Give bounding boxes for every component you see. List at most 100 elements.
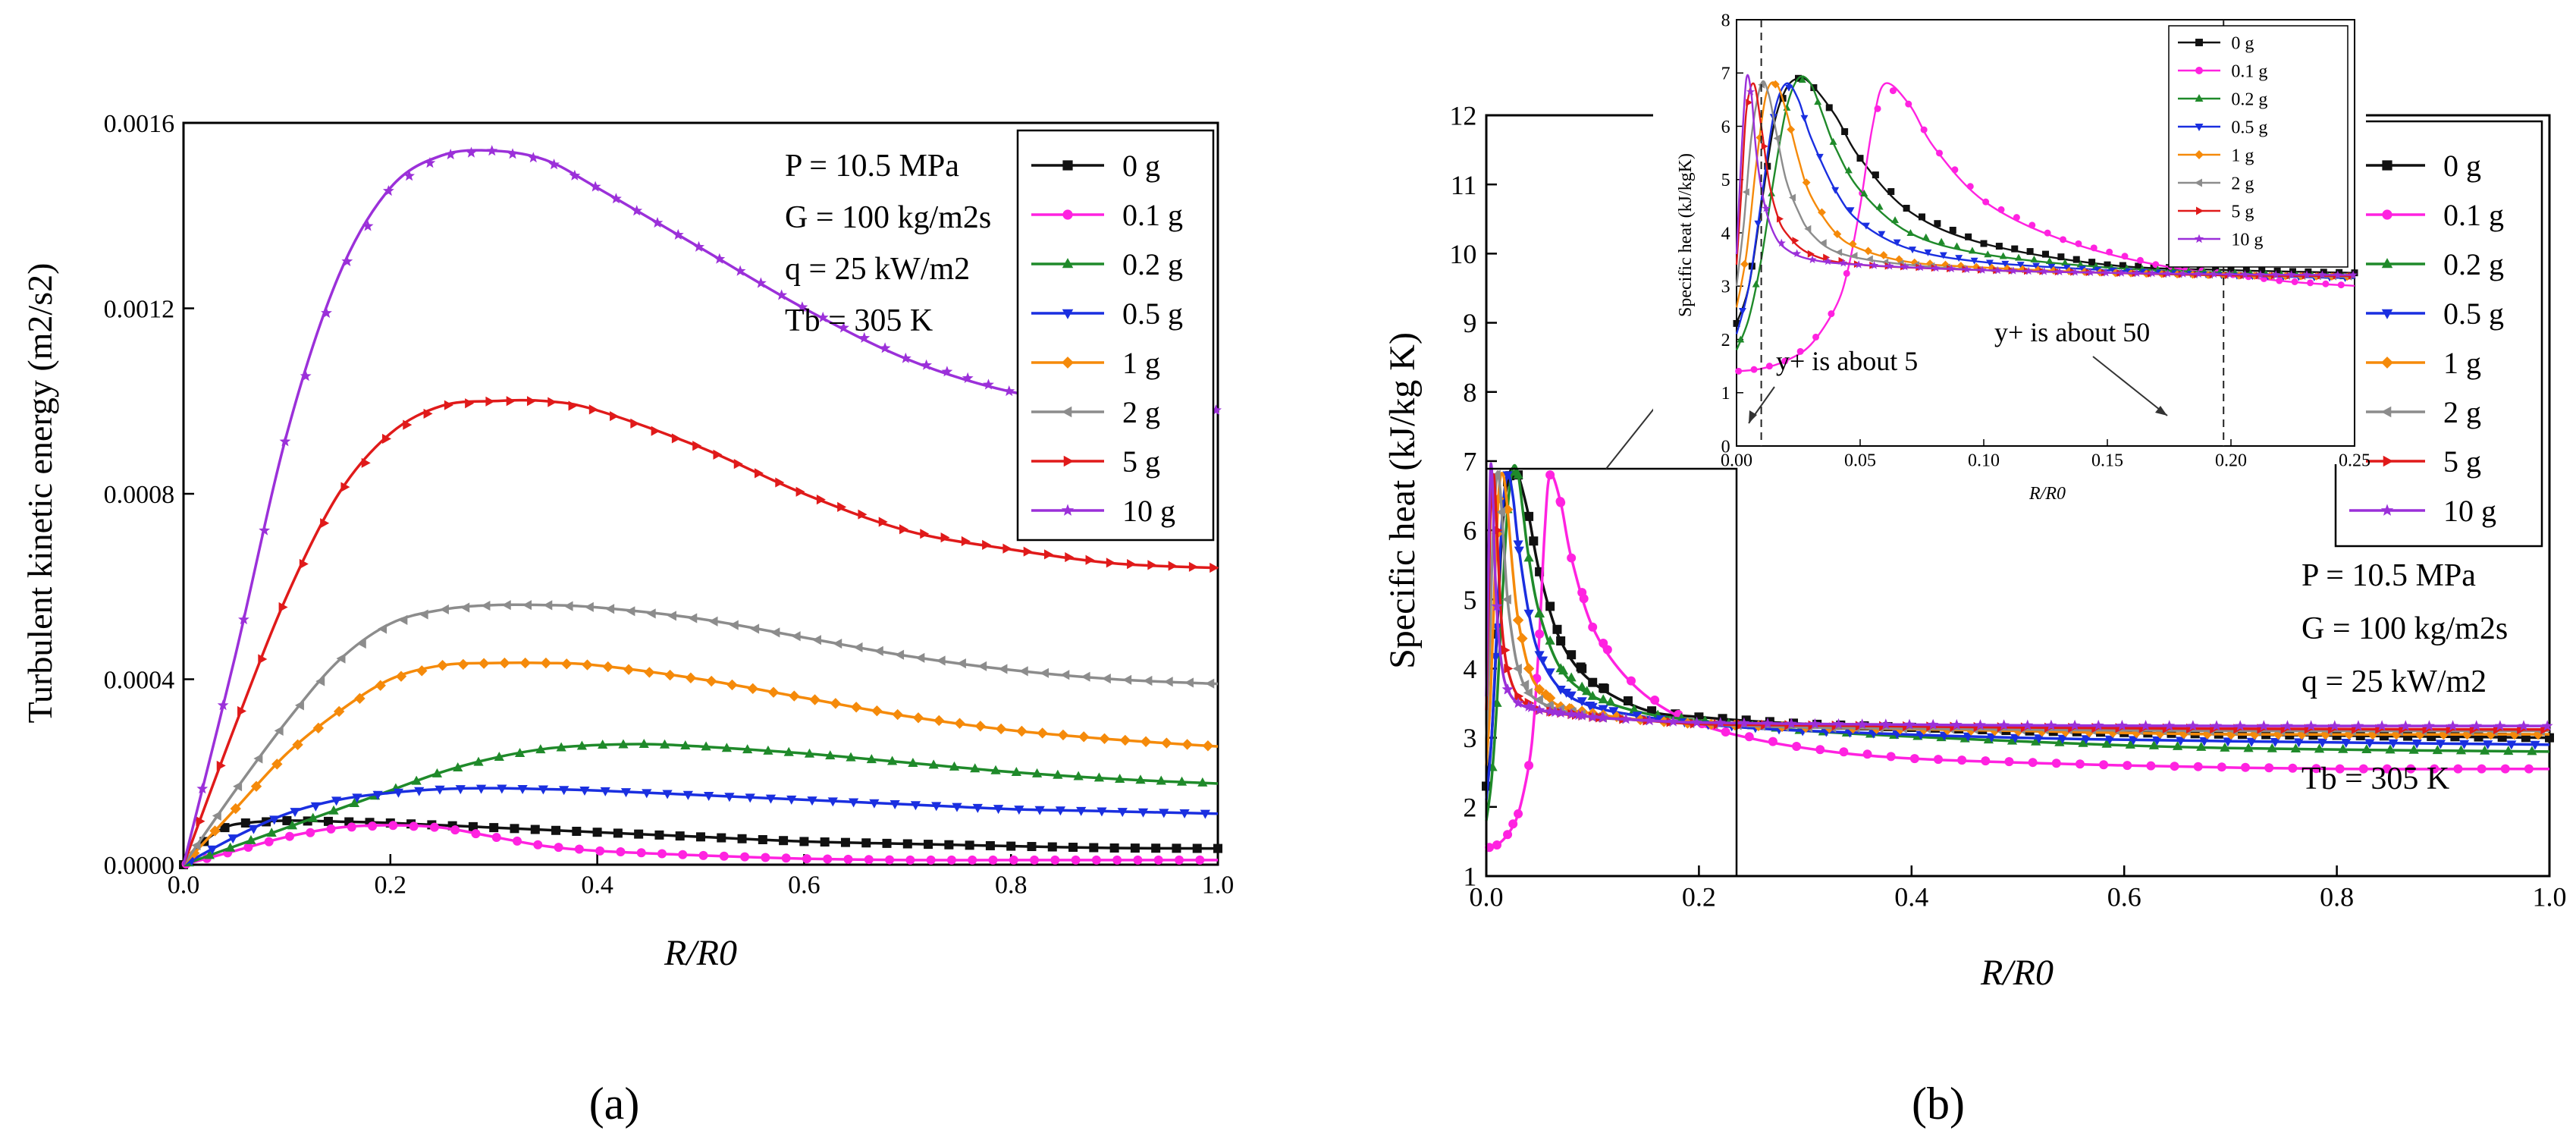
panel-a-marker-1g xyxy=(354,693,366,705)
panel-b-marker-0p5g xyxy=(2223,737,2233,747)
panel-b-marker-0g xyxy=(1623,696,1633,706)
panel-b-marker-0p5g xyxy=(1632,711,1643,721)
panel-a-marker-0p1g xyxy=(1030,855,1040,865)
panel-b-legend-marker xyxy=(2383,455,2393,467)
panel-a-legend-entry: 2 g xyxy=(1031,395,1160,429)
panel-a-marker-2g xyxy=(874,645,883,656)
inset-marker-1g xyxy=(1756,133,1765,142)
panel-b-marker-0p1g xyxy=(2264,763,2274,773)
inset-marker-0p2g xyxy=(1999,252,2007,259)
inset-marker-0p5g xyxy=(1738,308,1746,316)
panel-b-marker-0p1g xyxy=(1792,741,1802,751)
panel-a-legend-entry: 0 g xyxy=(1031,149,1160,183)
inset-marker-0g xyxy=(1872,171,1879,179)
panel-b-marker-0p1g xyxy=(1602,645,1612,655)
panel-a-legend-entry: 0.1 g xyxy=(1031,198,1183,232)
panel-a-marker-0g xyxy=(820,837,830,847)
panel-a-legend-marker xyxy=(1062,309,1074,319)
panel-a-marker-0p2g xyxy=(1115,774,1125,784)
panel-a-marker-1g xyxy=(1078,731,1090,743)
panel-a-marker-0p2g xyxy=(928,759,939,769)
panel-b-y-axis-label: Specific heat (kJ/kg K) xyxy=(1382,332,1423,669)
inset-marker-0p5g xyxy=(2047,263,2056,271)
panel-a-marker-5g xyxy=(671,433,681,444)
panel-a-marker-0p5g xyxy=(331,796,342,806)
panel-a-marker-1g xyxy=(809,694,820,705)
inset-marker-1g xyxy=(1848,240,1857,249)
panel-a-marker-1g xyxy=(230,802,241,815)
panel-a-marker-10g xyxy=(714,253,726,264)
panel-b-legend-label: 0 g xyxy=(2443,149,2481,183)
panel-a-marker-10g xyxy=(321,307,332,319)
panel-a-marker-10g xyxy=(424,157,436,168)
panel-a-marker-10g xyxy=(362,220,374,231)
panel-b-marker-0p1g xyxy=(1909,754,1919,764)
panel-b-annotation-heat-flux: q = 25 kW/m2 xyxy=(2301,664,2487,699)
inset-marker-0p1g xyxy=(2337,281,2345,289)
inset-marker-0g xyxy=(1856,155,1864,162)
panel-b-marker-0p1g xyxy=(1744,732,1754,742)
panel-a-marker-0p1g xyxy=(368,821,378,831)
panel-a-marker-5g xyxy=(982,539,992,550)
panel-b-x-axis-label: R/R0 xyxy=(1980,953,2054,993)
panel-a-marker-0p2g xyxy=(576,740,588,750)
panel-a-marker-0p5g xyxy=(1097,807,1107,817)
panel-a-marker-5g xyxy=(444,400,453,410)
panel-b-marker-10g xyxy=(2399,720,2411,731)
panel-a-marker-1g xyxy=(747,683,758,695)
panel-b-x-tick-label: 1.0 xyxy=(2533,882,2567,912)
panel-b-marker-0g xyxy=(1552,624,1562,634)
panel-a-marker-2g xyxy=(977,661,987,671)
panel-b-marker-0p1g xyxy=(2028,758,2038,768)
inset-marker-10g xyxy=(1900,262,1909,271)
panel-a-marker-1g xyxy=(1119,734,1131,746)
panel-b-inset-chart: 0.00 0.05 0.10 0.15 0.20 0.25 0 1 2 3 4 5 6 7 8 Specif… xyxy=(1653,0,2370,504)
panel-a-marker-10g xyxy=(651,217,664,228)
panel-a-marker-0p2g xyxy=(866,754,877,764)
panel-a-marker-2g xyxy=(853,642,863,653)
panel-a-marker-2g xyxy=(439,604,449,615)
panel-b-marker-10g xyxy=(1491,600,1503,611)
inset-marker-0p1g xyxy=(2307,279,2314,287)
inset-marker-2g xyxy=(1773,134,1781,143)
panel-a-marker-0g xyxy=(696,832,705,842)
panel-a-marker-0p5g xyxy=(269,815,280,825)
panel-b-marker-0p5g xyxy=(1523,609,1534,619)
inset-marker-0p2g xyxy=(1984,250,1992,258)
inset-marker-1g xyxy=(1894,255,1903,264)
panel-a-marker-0p2g xyxy=(494,751,504,761)
panel-b-series xyxy=(1482,462,2554,853)
inset-marker-0p5g xyxy=(1846,207,1855,215)
inset-marker-0p2g xyxy=(1814,98,1822,105)
inset-marker-10g xyxy=(2148,269,2157,278)
panel-b-marker-1g xyxy=(1533,683,1545,696)
panel-a-marker-0p1g xyxy=(574,844,584,854)
panel-b-marker-10g xyxy=(1555,707,1567,718)
inset-marker-1g xyxy=(1941,260,1950,269)
inset-legend-label: 5 g xyxy=(2231,202,2254,221)
panel-b-marker-0p5g xyxy=(2034,734,2044,744)
inset-marker-10g xyxy=(2070,267,2079,276)
inset-marker-0g xyxy=(2351,269,2358,277)
inset-marker-0g xyxy=(2072,256,2080,263)
panel-a-marker-0p5g xyxy=(517,785,528,795)
inset-marker-0p1g xyxy=(1843,269,1850,277)
panel-a-marker-0p5g xyxy=(559,786,569,796)
panel-a-marker-1g xyxy=(954,718,965,729)
panel-a-annotation-bulk-temp: Tb = 305 K xyxy=(785,303,933,338)
panel-a-marker-10g xyxy=(776,289,788,300)
panel-a-marker-10g xyxy=(589,181,601,192)
panel-a-marker-10g xyxy=(1003,385,1015,397)
panel-b-marker-0p1g xyxy=(1588,622,1598,632)
panel-a-marker-10g xyxy=(838,322,849,333)
panel-a-legend-marker xyxy=(1063,455,1074,467)
panel-b-legend-label: 5 g xyxy=(2443,444,2481,479)
panel-a-marker-0g xyxy=(965,840,974,850)
panel-b-marker-0p5g xyxy=(2458,740,2470,749)
panel-a-marker-10g xyxy=(403,170,415,181)
panel-a-marker-0p1g xyxy=(636,848,646,858)
panel-b-marker-5g xyxy=(1514,691,1524,702)
panel-b-legend-marker xyxy=(2382,160,2392,171)
panel-b-marker-10g xyxy=(1856,718,1868,730)
